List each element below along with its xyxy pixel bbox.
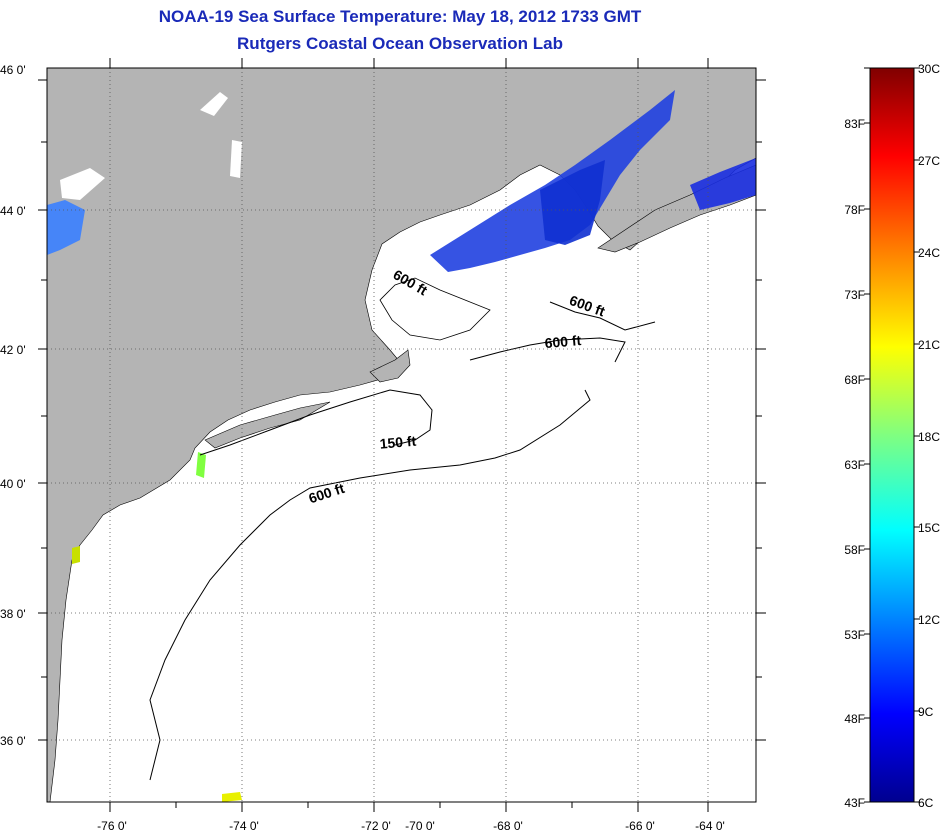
lat-label: 40 0'	[0, 477, 26, 491]
contour-line-600	[149, 389, 591, 781]
colorbar-fahrenheit-label: 63F	[844, 458, 865, 472]
contour-label: 600 ft	[544, 332, 582, 351]
chart-title: NOAA-19 Sea Surface Temperature: May 18,…	[158, 7, 642, 26]
map-ticks	[38, 58, 766, 812]
colorbar-celsius-label: 18C	[918, 430, 940, 444]
colorbar-fahrenheit-label: 78F	[844, 203, 865, 217]
colorbar-celsius-label: 12C	[918, 613, 940, 627]
lat-label: 44 0'	[0, 204, 26, 218]
colorbar-celsius-label: 6C	[918, 796, 934, 810]
lon-label: -66 0'	[625, 819, 655, 833]
chart-subtitle: Rutgers Coastal Ocean Observation Lab	[237, 34, 563, 53]
colorbar-fahrenheit-label: 83F	[844, 117, 865, 131]
colorbar-celsius-label: 30C	[918, 62, 940, 76]
lon-label: -76 0'	[97, 819, 127, 833]
contour-line-150	[199, 389, 433, 456]
lon-label: -70 0'	[405, 819, 435, 833]
colorbar	[869, 67, 915, 803]
contour-line-gom	[379, 277, 491, 341]
map-frame	[46, 67, 757, 803]
lon-label: -72 0'	[361, 819, 391, 833]
sst-band-cold-2	[540, 160, 605, 245]
contour-label: 150 ft	[379, 433, 417, 452]
sst-speck-yellow	[222, 792, 242, 802]
colorbar-ticks	[864, 67, 920, 803]
colorbar-fahrenheit-label: 68F	[844, 373, 865, 387]
long-island	[204, 401, 331, 449]
lat-label: 36 0'	[0, 734, 26, 748]
colorbar-celsius-label: 15C	[918, 521, 940, 535]
lon-label: -68 0'	[493, 819, 523, 833]
colorbar-fahrenheit-label: 48F	[844, 712, 865, 726]
colorbar-fahrenheit-label: 73F	[844, 288, 865, 302]
contour-line-600-b	[469, 337, 626, 363]
lake	[60, 168, 105, 200]
sst-band-ns	[690, 158, 756, 210]
lat-label: 38 0'	[0, 607, 26, 621]
lat-label: 46 0'	[0, 63, 26, 77]
colorbar-celsius-label: 9C	[918, 705, 934, 719]
sst-speck-yellow-2	[72, 546, 80, 564]
lake	[230, 140, 242, 178]
colorbar-fahrenheit-label: 53F	[844, 628, 865, 642]
colorbar-celsius-label: 24C	[918, 246, 940, 260]
lon-label: -74 0'	[229, 819, 259, 833]
sst-band-cold	[430, 90, 675, 272]
colorbar-fahrenheit-label: 58F	[844, 543, 865, 557]
lake	[200, 92, 228, 116]
sst-speck-green	[196, 452, 206, 478]
sst-lake	[47, 200, 85, 255]
colorbar-celsius-label: 27C	[918, 154, 940, 168]
colorbar-celsius-label: 21C	[918, 338, 940, 352]
cape-cod	[369, 349, 411, 383]
colorbar-fahrenheit-label: 43F	[844, 796, 865, 810]
lat-label: 42 0'	[0, 343, 26, 357]
lon-label: -64 0'	[695, 819, 725, 833]
contour-line-600-c	[549, 301, 656, 331]
